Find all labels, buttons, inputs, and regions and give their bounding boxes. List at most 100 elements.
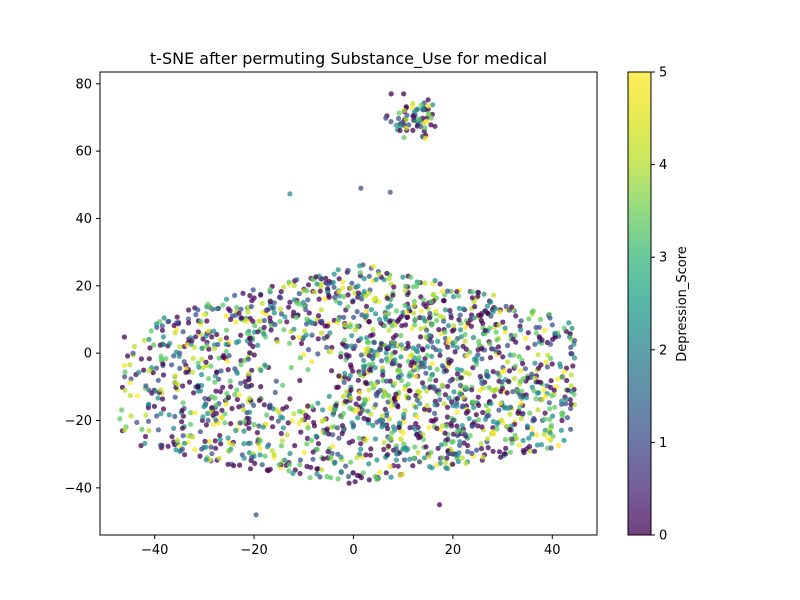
scatter-point — [220, 302, 226, 308]
scatter-point — [425, 97, 431, 103]
scatter-point — [336, 435, 342, 441]
scatter-point — [238, 306, 244, 312]
scatter-point — [447, 307, 453, 314]
scatter-point — [442, 307, 448, 313]
scatter-point — [529, 426, 535, 432]
y-axis: −40 −20 0 20 40 60 80 — [65, 77, 100, 496]
scatter-point — [424, 344, 431, 350]
scatter-point — [376, 316, 383, 323]
scatter-point — [383, 378, 390, 384]
scatter-point — [488, 400, 494, 407]
scatter-point — [246, 377, 252, 383]
scatter-point — [568, 401, 574, 407]
scatter-point — [529, 309, 535, 315]
scatter-point — [510, 336, 516, 342]
scatter-point — [308, 464, 314, 470]
scatter-point — [491, 393, 497, 399]
scatter-point — [238, 332, 244, 338]
scatter-point — [316, 296, 322, 302]
scatter-point — [509, 436, 515, 442]
scatter-point — [330, 411, 336, 418]
scatter-point — [426, 454, 432, 460]
scatter-point — [469, 423, 475, 429]
scatter-point — [348, 459, 354, 465]
scatter-point — [180, 433, 186, 439]
scatter-point — [287, 191, 293, 197]
scatter-point — [471, 399, 477, 405]
scatter-point — [409, 104, 415, 110]
scatter-point — [457, 439, 463, 445]
scatter-point — [177, 350, 183, 356]
scatter-point — [404, 309, 410, 316]
scatter-point — [424, 402, 430, 409]
scatter-point — [247, 440, 253, 446]
scatter-point — [504, 342, 511, 349]
scatter-point — [142, 433, 149, 440]
scatter-point — [214, 369, 220, 375]
scatter-point — [457, 442, 463, 448]
scatter-point — [442, 460, 448, 466]
scatter-point — [283, 404, 290, 410]
x-axis: −40 −20 0 20 40 — [141, 535, 561, 558]
scatter-point — [376, 271, 382, 277]
scatter-point — [497, 309, 503, 315]
scatter-point — [388, 403, 395, 409]
scatter-point — [171, 322, 177, 329]
scatter-point — [381, 446, 387, 452]
scatter-point — [473, 358, 479, 364]
scatter-point — [281, 327, 287, 333]
scatter-point — [559, 398, 565, 404]
scatter-point — [271, 300, 277, 306]
scatter-point — [428, 122, 434, 128]
scatter-point — [340, 393, 347, 400]
scatter-point — [185, 316, 192, 322]
scatter-point — [159, 323, 165, 329]
scatter-point — [403, 125, 409, 131]
scatter-point — [566, 320, 572, 326]
scatter-point — [216, 420, 222, 426]
scatter-point — [185, 433, 192, 439]
scatter-point — [122, 374, 128, 380]
scatter-point — [442, 430, 448, 436]
scatter-point — [172, 413, 178, 420]
scatter-point — [358, 446, 364, 452]
scatter-point — [287, 396, 293, 402]
scatter-point — [372, 382, 378, 388]
scatter-point — [368, 380, 374, 386]
scatter-point — [569, 351, 575, 357]
scatter-point — [257, 438, 264, 444]
scatter-point — [546, 311, 552, 317]
scatter-point — [315, 400, 321, 406]
scatter-point — [400, 309, 406, 315]
x-tick-label: −40 — [141, 543, 168, 558]
scatter-point — [195, 360, 201, 366]
scatter-point — [398, 342, 404, 348]
scatter-point — [488, 299, 494, 305]
scatter-point — [130, 350, 136, 356]
scatter-point — [485, 445, 491, 451]
scatter-point — [516, 353, 522, 360]
scatter-point — [338, 454, 344, 460]
scatter-point — [161, 315, 167, 321]
scatter-point — [419, 346, 426, 352]
scatter-point — [444, 455, 450, 461]
scatter-point — [432, 123, 438, 129]
scatter-point — [496, 407, 502, 413]
colorbar-gradient — [628, 72, 651, 535]
scatter-point — [146, 428, 152, 434]
scatter-point — [364, 335, 370, 341]
scatter-point — [370, 355, 376, 362]
scatter-point — [387, 354, 394, 360]
scatter-point — [544, 364, 551, 370]
scatter-point — [411, 298, 417, 305]
scatter-point — [417, 401, 423, 407]
scatter-point — [397, 123, 403, 129]
scatter-point — [308, 437, 315, 443]
scatter-point — [476, 417, 482, 423]
scatter-point — [469, 450, 475, 456]
scatter-point — [180, 400, 186, 406]
scatter-point — [429, 361, 435, 367]
scatter-point — [155, 427, 161, 433]
scatter-point — [559, 410, 565, 416]
scatter-point — [476, 402, 482, 408]
